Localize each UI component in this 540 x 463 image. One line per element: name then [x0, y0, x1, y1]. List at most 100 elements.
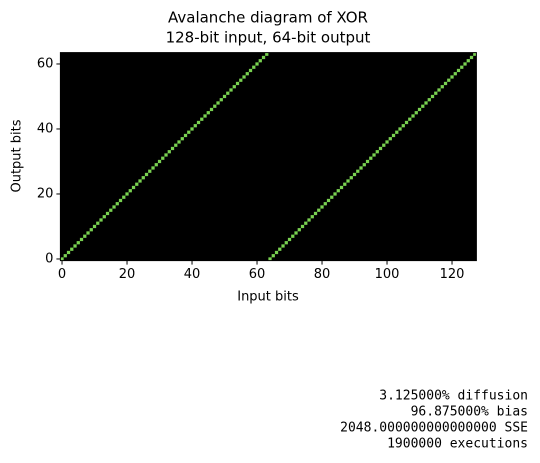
- heatmap-cell: [161, 156, 165, 160]
- heatmap-cell: [460, 65, 464, 69]
- heatmap-cell: [92, 224, 97, 229]
- heatmap-cell: [378, 146, 383, 151]
- heatmap-cell: [434, 91, 438, 95]
- x-tick-label: 20: [119, 267, 136, 282]
- annotation: 3.125000% diffusion: [379, 389, 528, 404]
- heatmap-cell: [73, 244, 77, 248]
- heatmap-cell: [440, 85, 444, 89]
- heatmap-cell: [174, 143, 178, 147]
- heatmap-cell: [125, 192, 129, 196]
- axes-frame: [59, 52, 477, 262]
- heatmap-cell: [96, 221, 100, 225]
- annotation: 1900000 executions: [387, 437, 528, 452]
- heatmap-cell: [339, 185, 344, 190]
- annotation: 96.875000% bias: [411, 405, 528, 420]
- heatmap-cell: [70, 247, 74, 251]
- y-tick-label: 60: [37, 56, 54, 71]
- heatmap-cell: [193, 124, 197, 128]
- heatmap-cell: [164, 153, 168, 157]
- heatmap-cell: [369, 156, 373, 160]
- heatmap-cell: [226, 91, 230, 95]
- x-tick-label: 0: [58, 267, 66, 282]
- heatmap-cell: [336, 189, 340, 193]
- heatmap-cell: [310, 215, 314, 219]
- y-tick-label: 20: [37, 186, 54, 201]
- heatmap-cell: [248, 68, 253, 73]
- heatmap-cell: [362, 163, 366, 167]
- heatmap-cell: [284, 241, 288, 245]
- heatmap-cell: [102, 215, 106, 219]
- heatmap-cell: [239, 78, 243, 82]
- heatmap-cell: [343, 182, 347, 186]
- heatmap-cell: [203, 114, 207, 118]
- heatmap-cell: [151, 166, 155, 170]
- heatmap-cell: [112, 205, 116, 209]
- heatmap-cell: [135, 182, 139, 186]
- heatmap-cell: [278, 247, 282, 251]
- heatmap-cell: [421, 104, 425, 108]
- heatmap-cell: [352, 172, 357, 177]
- heatmap-cell: [118, 198, 123, 203]
- heatmap-cell: [313, 211, 318, 216]
- chart-subtitle: 128-bit input, 64-bit output: [166, 29, 371, 47]
- heatmap-cell: [294, 231, 298, 235]
- heatmap-cell: [180, 137, 184, 141]
- x-tick-label: 80: [314, 267, 331, 282]
- heatmap-cell: [411, 114, 415, 118]
- heatmap-cell: [271, 254, 275, 258]
- heatmap-cell: [105, 211, 110, 216]
- heatmap-cell: [242, 75, 246, 79]
- heatmap-cell: [281, 244, 285, 248]
- heatmap-cell: [196, 120, 201, 125]
- heatmap-cell: [109, 208, 113, 212]
- heatmap-cell: [274, 250, 279, 255]
- heatmap-cell: [326, 198, 331, 203]
- heatmap-cell: [213, 104, 217, 108]
- heatmap-cell: [261, 55, 266, 60]
- heatmap-cell: [291, 234, 295, 238]
- heatmap-cell: [232, 85, 236, 89]
- heatmap-cell: [317, 208, 321, 212]
- heatmap-cell: [443, 81, 448, 86]
- heatmap-cell: [365, 159, 370, 164]
- heatmap-cell: [391, 133, 396, 138]
- heatmap-cell: [60, 257, 64, 261]
- heatmap-cell: [187, 130, 191, 134]
- heatmap-cell: [382, 143, 386, 147]
- heatmap-cell: [395, 130, 399, 134]
- heatmap-cell: [99, 218, 103, 222]
- heatmap-cell: [76, 241, 80, 245]
- heatmap-cell: [453, 72, 457, 76]
- heatmap-cell: [456, 68, 461, 73]
- heatmap-cell: [300, 224, 305, 229]
- heatmap-cell: [330, 195, 334, 199]
- heatmap-cell: [398, 127, 402, 131]
- heatmap-cell: [268, 257, 272, 261]
- heatmap-cell: [417, 107, 422, 112]
- heatmap-cell: [372, 153, 376, 157]
- heatmap-cell: [115, 202, 119, 206]
- heatmap-cell: [427, 98, 431, 102]
- heatmap-cell: [157, 159, 162, 164]
- heatmap-cell: [79, 237, 84, 242]
- heatmap-cell: [346, 179, 350, 183]
- heatmap-cell: [359, 166, 363, 170]
- heatmap-cell: [388, 137, 392, 141]
- heatmap-cell: [206, 111, 210, 115]
- heatmap-cell: [466, 59, 470, 63]
- y-tick-label: 0: [45, 251, 53, 266]
- heatmap-cell: [287, 237, 292, 242]
- heatmap-cell: [144, 172, 149, 177]
- heatmap-cell: [209, 107, 214, 112]
- heatmap-cell: [183, 133, 188, 138]
- heatmap-cell: [424, 101, 428, 105]
- heatmap-cell: [141, 176, 145, 180]
- heatmap-cell: [252, 65, 256, 69]
- heatmap-cell: [375, 150, 379, 154]
- x-axis-label: Input bits: [237, 290, 299, 305]
- heatmap-cell: [307, 218, 311, 222]
- x-tick-label: 100: [375, 267, 400, 282]
- heatmap-cell: [430, 94, 435, 99]
